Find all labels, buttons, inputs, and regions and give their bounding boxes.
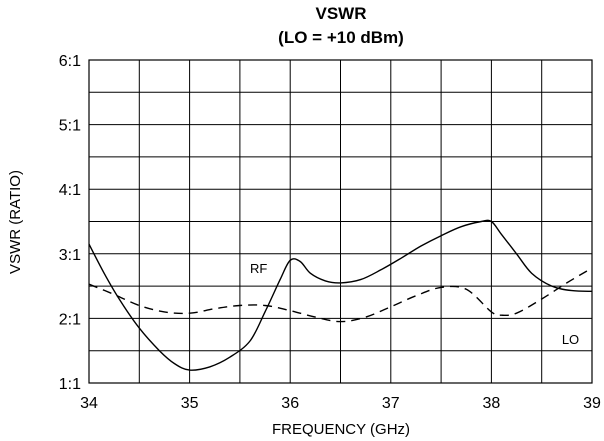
x-tick-label: 38 bbox=[483, 395, 501, 412]
x-axis-label: FREQUENCY (GHz) bbox=[272, 421, 410, 438]
y-tick-label: 1:1 bbox=[59, 376, 81, 393]
y-tick-label: 6:1 bbox=[59, 53, 81, 70]
chart-title: VSWR bbox=[316, 4, 367, 23]
grid bbox=[89, 60, 592, 383]
y-tick-label: 2:1 bbox=[59, 311, 81, 328]
y-tick-label: 4:1 bbox=[59, 182, 81, 199]
curve-labels: RF LO bbox=[250, 261, 579, 347]
curve-label-rf: RF bbox=[250, 261, 267, 276]
x-tick-label: 39 bbox=[583, 395, 601, 412]
x-tick-label: 37 bbox=[382, 395, 400, 412]
y-tick-label: 5:1 bbox=[59, 118, 81, 135]
series-line-lo bbox=[89, 267, 592, 323]
chart-subtitle: (LO = +10 dBm) bbox=[278, 28, 404, 47]
series-layer bbox=[89, 219, 592, 371]
curve-label-lo: LO bbox=[562, 332, 579, 347]
y-tick-labels: 1:1 2:1 3:1 4:1 5:1 6:1 bbox=[59, 53, 81, 393]
x-tick-labels: 34 35 36 37 38 39 bbox=[80, 395, 601, 412]
plot-frame bbox=[88, 59, 593, 384]
series-line-rf bbox=[89, 219, 592, 371]
y-axis-label: VSWR (RATIO) bbox=[7, 170, 24, 274]
y-tick-label: 3:1 bbox=[59, 247, 81, 264]
x-tick-label: 34 bbox=[80, 395, 98, 412]
x-tick-label: 35 bbox=[181, 395, 199, 412]
x-tick-label: 36 bbox=[281, 395, 299, 412]
